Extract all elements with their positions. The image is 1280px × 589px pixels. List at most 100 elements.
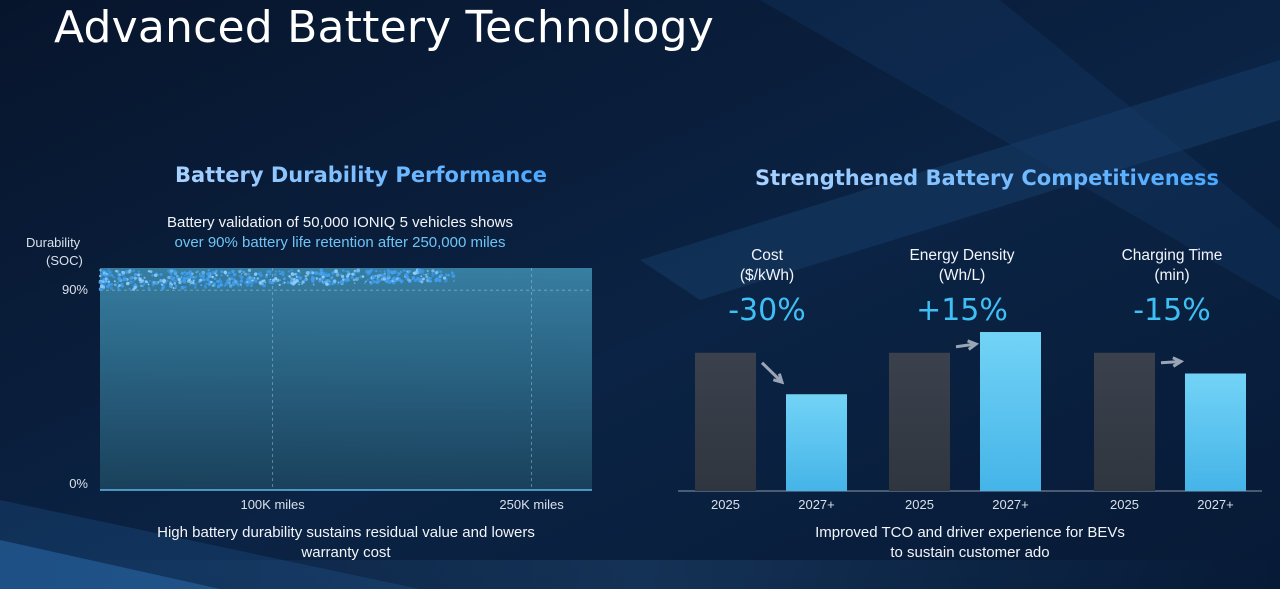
- change-arrow: [1160, 359, 1182, 365]
- scatter-point: [188, 270, 192, 274]
- scatter-point: [175, 286, 177, 289]
- scatter-point: [383, 270, 386, 273]
- scatter-point: [107, 268, 111, 273]
- scatter-point: [254, 279, 258, 283]
- scatter-point: [122, 276, 127, 281]
- metric-label-cost-line1: Cost: [751, 247, 783, 264]
- scatter-point: [213, 277, 217, 281]
- scatter-point: [321, 275, 325, 279]
- scatter-point: [162, 279, 166, 283]
- metric-label-cost: Cost ($/kWh): [677, 246, 857, 286]
- scatter-point: [133, 279, 136, 282]
- scatter-point: [142, 282, 146, 286]
- scatter-point: [297, 269, 300, 272]
- scatter-point: [290, 269, 293, 272]
- scatter-point: [413, 278, 418, 283]
- scatter-point: [201, 274, 206, 279]
- scatter-point: [420, 275, 423, 278]
- scatter-point: [353, 269, 357, 273]
- scatter-point: [428, 279, 432, 283]
- scatter-point: [159, 273, 163, 276]
- scatter-point: [140, 279, 144, 284]
- scatter-point: [223, 270, 228, 275]
- scatter-point: [164, 281, 168, 285]
- scatter-point: [345, 274, 348, 277]
- change-arrow: [955, 342, 977, 349]
- scatter-point: [369, 277, 371, 280]
- scatter-point: [144, 280, 148, 284]
- scatter-point: [392, 270, 396, 275]
- scatter-point: [387, 280, 392, 284]
- scatter-point: [207, 274, 211, 278]
- scatter-point: [125, 270, 129, 274]
- scatter-point: [386, 273, 391, 277]
- durability-subtitle-line1: Battery validation of 50,000 IONIQ 5 veh…: [166, 214, 513, 231]
- scatter-point: [173, 282, 177, 285]
- scatter-point: [246, 280, 249, 284]
- metric-value-cost: -30%: [728, 293, 806, 328]
- scatter-point: [276, 278, 280, 282]
- scatter-point: [281, 270, 284, 274]
- bar-category-label: 2025: [1110, 497, 1139, 512]
- scatter-point: [239, 279, 244, 283]
- scatter-point: [98, 287, 103, 292]
- scatter-point: [180, 285, 185, 290]
- scatter-point: [102, 278, 106, 281]
- scatter-point: [173, 271, 178, 276]
- scatter-point: [172, 286, 175, 290]
- scatter-point: [167, 275, 171, 280]
- scatter-point: [230, 276, 234, 280]
- scatter-point: [160, 286, 165, 291]
- scatter-point: [283, 281, 286, 284]
- scatter-point: [264, 275, 268, 279]
- scatter-point: [337, 281, 340, 284]
- scatter-point: [229, 285, 232, 288]
- scatter-point: [331, 271, 335, 275]
- scatter-point: [189, 273, 193, 277]
- scatter-point: [195, 271, 198, 274]
- scatter-point: [240, 285, 243, 288]
- scatter-point: [420, 280, 424, 284]
- scatter-point: [140, 284, 143, 287]
- scatter-point: [325, 282, 329, 286]
- scatter-point: [251, 282, 254, 285]
- metric-label-charging-time: Charging Time (min): [1082, 246, 1262, 286]
- scatter-point: [341, 274, 345, 278]
- scatter-point: [443, 276, 447, 280]
- scatter-point: [192, 281, 195, 285]
- scatter-point: [121, 271, 124, 273]
- scatter-point: [218, 279, 223, 284]
- y-tick-label: 0%: [69, 476, 88, 491]
- scatter-point: [377, 281, 379, 284]
- scatter-point: [310, 277, 314, 281]
- scatter-point: [311, 271, 315, 275]
- scatter-point: [180, 277, 182, 279]
- scatter-point: [315, 277, 319, 280]
- scatter-point: [102, 271, 106, 275]
- scatter-point: [241, 270, 244, 273]
- scatter-point: [193, 282, 198, 286]
- scatter-point: [227, 271, 231, 275]
- scatter-point: [270, 281, 275, 285]
- scatter-point: [320, 278, 324, 281]
- bar-category-label: 2027+: [798, 497, 835, 512]
- scatter-point: [452, 280, 455, 283]
- scatter-point: [132, 284, 135, 288]
- scatter-point: [417, 268, 421, 272]
- scatter-point: [356, 268, 361, 273]
- scatter-point: [301, 283, 303, 285]
- scatter-point: [247, 276, 249, 279]
- scatter-point: [183, 271, 187, 274]
- scatter-point: [286, 280, 290, 285]
- y-axis-label-line1: Durability: [26, 235, 81, 250]
- scatter-point: [418, 271, 421, 274]
- scatter-point: [314, 271, 319, 276]
- scatter-point: [143, 280, 146, 282]
- scatter-point: [226, 279, 230, 283]
- scatter-point: [325, 271, 328, 274]
- scatter-point: [151, 283, 155, 287]
- scatter-point: [153, 273, 158, 278]
- scatter-point: [324, 278, 326, 281]
